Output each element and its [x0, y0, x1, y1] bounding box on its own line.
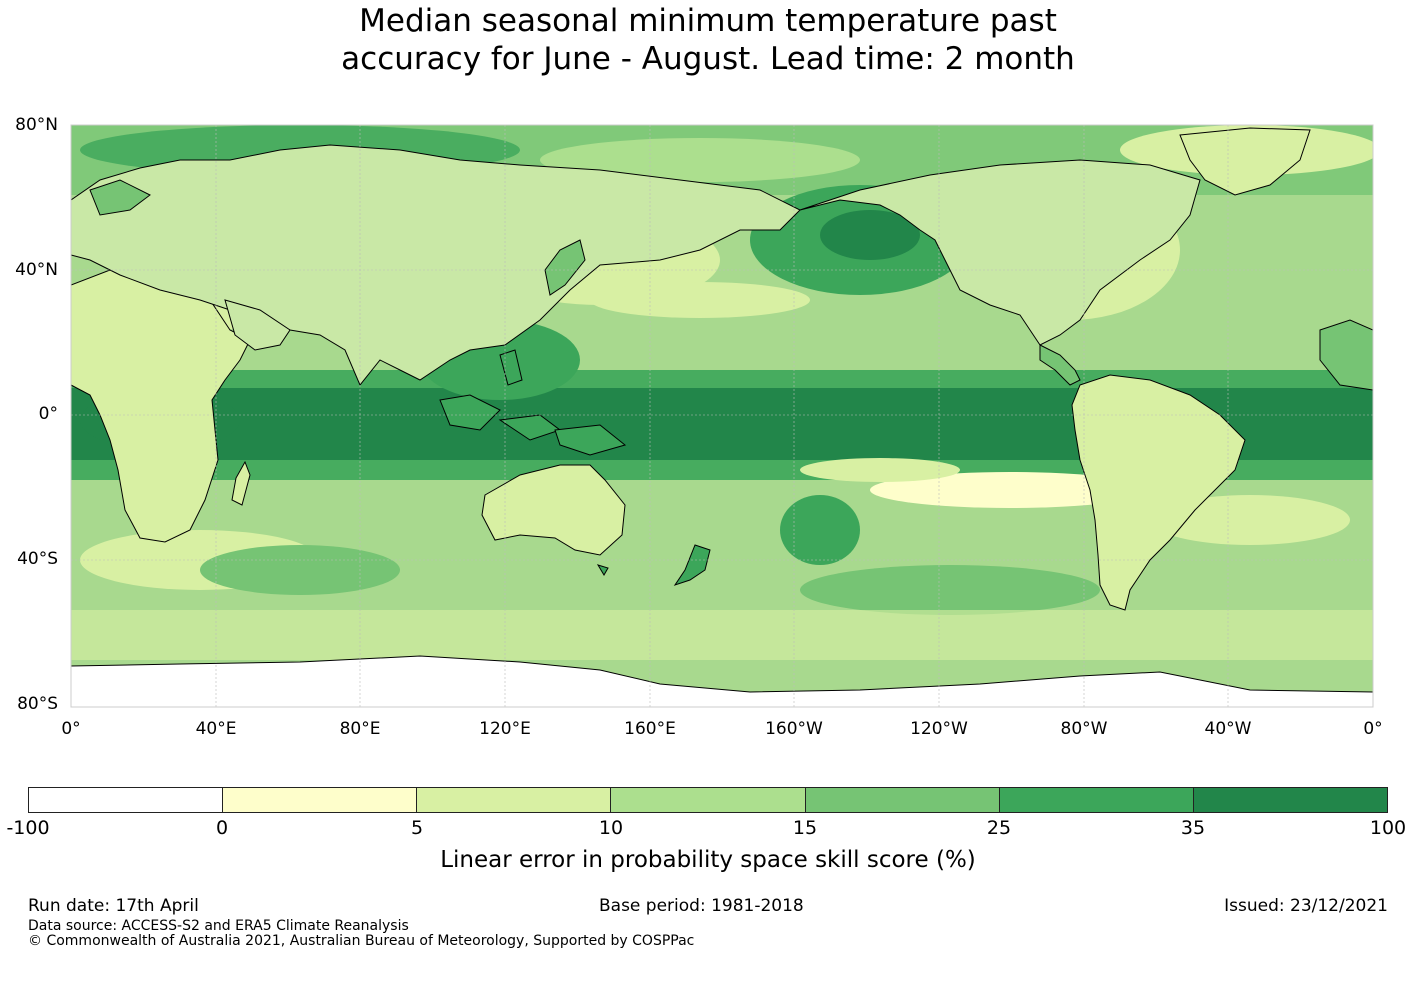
south-america-coastline	[1071, 374, 1246, 611]
north-america-coastline	[799, 159, 1201, 346]
lon-label-40e: 40°E	[195, 719, 237, 739]
copyright: © Commonwealth of Australia 2021, Austra…	[28, 933, 695, 949]
title-line-1: Median seasonal minimum temperature past	[359, 3, 1057, 39]
lat-label-80n: 80°N	[15, 115, 58, 135]
data-source: Data source: ACCESS-S2 and ERA5 Climate …	[28, 918, 409, 934]
lon-label-0-east: 0°	[1363, 719, 1383, 739]
colorbar-tick-label: 15	[792, 817, 818, 839]
lon-label-0-west: 0°	[61, 719, 81, 739]
colorbar-segment	[1193, 788, 1387, 812]
colorbar-segment	[417, 788, 612, 812]
colorbar	[28, 787, 1388, 813]
base-period: Base period: 1981-2018	[599, 896, 804, 916]
lon-label-80w: 80°W	[1060, 719, 1108, 739]
colorbar-tick-label: 25	[986, 817, 1012, 839]
colorbar-tick-label: 35	[1180, 817, 1206, 839]
issued-date: Issued: 23/12/2021	[1224, 896, 1388, 916]
colorbar-tick-label: 100	[1369, 817, 1407, 839]
lon-label-160w: 160°W	[765, 719, 823, 739]
lat-label-80s: 80°S	[17, 694, 58, 714]
japan-coastline	[544, 239, 586, 296]
madagascar-coastline	[231, 460, 251, 506]
arabia-coastline	[224, 299, 291, 351]
antarctica-region	[71, 656, 1373, 707]
colorbar-segment	[805, 788, 1000, 812]
new-zealand-coastline	[673, 544, 711, 586]
colorbar-tick-label: 5	[410, 817, 424, 839]
lat-label-40n: 40°N	[15, 260, 58, 280]
lon-label-40w: 40°W	[1204, 719, 1252, 739]
colorbar-segment	[223, 788, 418, 812]
lon-label-80e: 80°E	[339, 719, 381, 739]
lat-label-40s: 40°S	[17, 549, 58, 569]
lon-label-160e: 160°E	[624, 719, 676, 739]
greenland-coastline	[1179, 127, 1311, 196]
run-date: Run date: 17th April	[28, 896, 199, 916]
colorbar-segment	[611, 788, 806, 812]
colorbar-segment	[29, 788, 224, 812]
colorbar-tick-label: 0	[215, 817, 229, 839]
title-line-2: accuracy for June - August. Lead time: 2…	[341, 41, 1075, 77]
australia-coastline	[481, 464, 626, 556]
lon-label-120w: 120°W	[910, 719, 968, 739]
map-gridlines	[71, 125, 1373, 707]
colorbar-tick-label: -100	[6, 817, 50, 839]
colorbar-segment	[999, 788, 1194, 812]
colorbar-title: Linear error in probability space skill …	[440, 847, 976, 873]
lon-label-120e: 120°E	[479, 719, 531, 739]
lat-label-0: 0°	[38, 404, 58, 424]
colorbar-tick-label: 10	[598, 817, 624, 839]
